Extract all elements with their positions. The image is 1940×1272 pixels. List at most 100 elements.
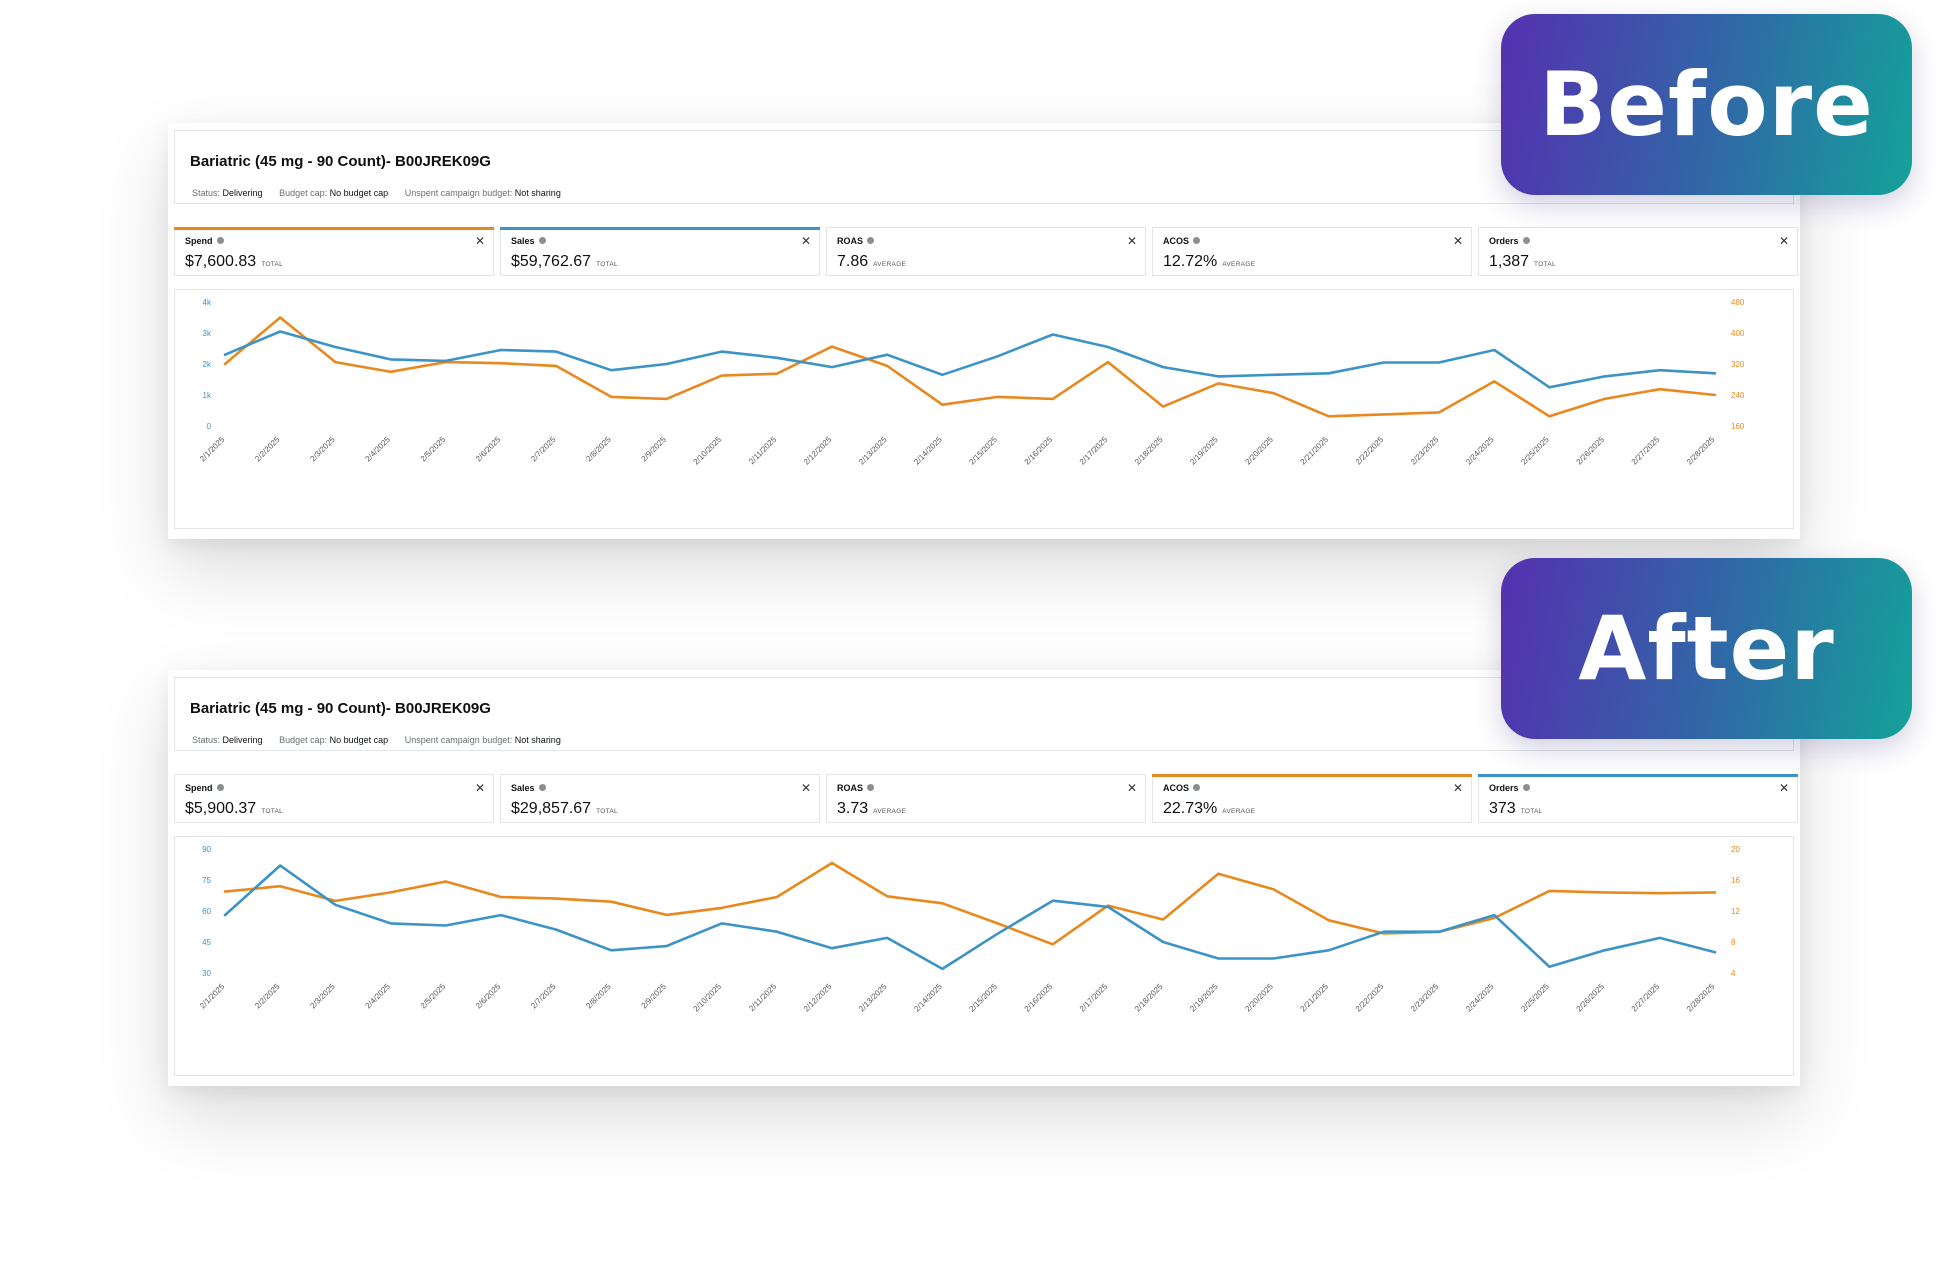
info-icon[interactable]: [867, 784, 875, 791]
close-icon[interactable]: ✕: [800, 781, 811, 795]
x-axis-tick-label: 2/20/2025: [1243, 435, 1275, 467]
metric-unit: AVERAGE: [1222, 261, 1256, 268]
metric-accent-bar: [826, 227, 1146, 230]
x-axis-tick-label: 2/24/2025: [1464, 435, 1496, 467]
metric-label: ROAS: [837, 783, 864, 793]
right-axis-tick-label: 240: [1731, 391, 1745, 400]
right-axis-tick-label: 320: [1731, 360, 1745, 369]
close-icon[interactable]: ✕: [1452, 234, 1463, 248]
left-axis-tick-label: 4k: [203, 298, 212, 307]
metric-value: $59,762.67: [511, 253, 592, 270]
metric-card-acos[interactable]: ACOS 12.72% AVERAGE ✕: [1152, 227, 1472, 276]
performance-chart: 0 1k 2k 3k 4k 160 240 320 400 480 2/1/2025 2/2/2025…: [174, 289, 1794, 529]
x-axis-tick-label: 2/12/2025: [802, 982, 834, 1014]
info-icon[interactable]: [1522, 784, 1530, 791]
metric-card-roas[interactable]: ROAS 7.86 AVERAGE ✕: [826, 227, 1146, 276]
metric-card-spend[interactable]: Spend $7,600.83 TOTAL ✕: [174, 227, 494, 276]
metric-label: Sales: [511, 783, 535, 793]
close-icon[interactable]: ✕: [1126, 234, 1137, 248]
metric-card-sales[interactable]: Sales $29,857.67 TOTAL ✕: [500, 774, 820, 823]
series-line-left-axis: [223, 330, 1717, 389]
right-axis-tick-label: 8: [1731, 938, 1736, 947]
status-label: Status:: [192, 735, 221, 745]
left-axis-tick-label: 90: [202, 845, 211, 854]
x-axis-tick-label: 2/12/2025: [802, 435, 834, 467]
x-axis-tick-label: 2/16/2025: [1023, 435, 1055, 467]
x-axis-tick-label: 2/1/2025: [198, 435, 227, 464]
metric-accent-bar: [1478, 227, 1798, 230]
right-axis-tick-label: 20: [1731, 845, 1740, 854]
series-line-left-axis: [223, 864, 1717, 971]
close-icon[interactable]: ✕: [1778, 781, 1789, 795]
metric-label: Spend: [185, 236, 213, 246]
info-icon[interactable]: [216, 784, 224, 791]
x-axis-tick-label: 2/5/2025: [419, 435, 448, 464]
close-icon[interactable]: ✕: [1452, 781, 1463, 795]
x-axis-tick-label: 2/28/2025: [1685, 435, 1717, 467]
metric-unit: TOTAL: [261, 261, 284, 268]
x-axis-tick-label: 2/9/2025: [640, 982, 669, 1011]
metric-accent-bar: [174, 227, 494, 230]
metric-card-sales[interactable]: Sales $59,762.67 TOTAL ✕: [500, 227, 820, 276]
close-icon[interactable]: ✕: [474, 781, 485, 795]
x-axis-tick-label: 2/6/2025: [474, 435, 503, 464]
series-line-right-axis: [223, 861, 1717, 946]
x-axis-tick-label: 2/15/2025: [967, 982, 999, 1014]
metric-card-orders[interactable]: Orders 373 TOTAL ✕: [1478, 774, 1798, 823]
metric-accent-bar: [500, 227, 820, 230]
close-icon[interactable]: ✕: [800, 234, 811, 248]
info-icon[interactable]: [1193, 237, 1201, 244]
performance-chart: 30 45 60 75 90 4 8 12 16 20 2/1/2025 2/2/2025 2/3/20…: [174, 836, 1794, 1076]
metric-unit: TOTAL: [261, 808, 284, 815]
metric-accent-bar: [1152, 227, 1472, 230]
metric-unit: TOTAL: [596, 808, 618, 815]
x-axis-tick-label: 2/26/2025: [1575, 435, 1607, 467]
metric-card-orders[interactable]: Orders 1,387 TOTAL ✕: [1478, 227, 1798, 276]
x-axis-tick-label: 2/28/2025: [1685, 982, 1717, 1014]
right-axis-tick-label: 16: [1731, 876, 1740, 885]
metric-card-spend[interactable]: Spend $5,900.37 TOTAL ✕: [174, 774, 494, 823]
info-icon[interactable]: [867, 237, 875, 244]
x-axis-tick-label: 2/19/2025: [1188, 435, 1220, 467]
x-axis-tick-label: 2/20/2025: [1243, 982, 1275, 1014]
close-icon[interactable]: ✕: [1778, 234, 1789, 248]
info-icon[interactable]: [1522, 237, 1530, 244]
x-axis-tick-label: 2/22/2025: [1354, 435, 1386, 467]
x-axis-tick-label: 2/21/2025: [1299, 982, 1331, 1014]
right-axis-tick-label: 4: [1731, 969, 1736, 978]
x-axis-tick-label: 2/18/2025: [1133, 435, 1165, 467]
x-axis-tick-label: 2/6/2025: [474, 982, 503, 1011]
right-axis-tick-label: 400: [1731, 329, 1745, 338]
campaign-title[interactable]: Bariatric (45 mg - 90 Count)- B00JREK09G: [190, 700, 491, 717]
info-icon[interactable]: [1193, 784, 1201, 791]
metric-value: 3.73: [837, 800, 869, 817]
metric-card-roas[interactable]: ROAS 3.73 AVERAGE ✕: [826, 774, 1146, 823]
x-axis-tick-label: 2/13/2025: [857, 435, 889, 467]
metric-label: ROAS: [837, 236, 864, 246]
x-axis-tick-label: 2/7/2025: [529, 982, 558, 1011]
unspent-budget-label: Unspent campaign budget:: [404, 188, 513, 198]
x-axis-tick-label: 2/22/2025: [1354, 982, 1386, 1014]
metric-value: $7,600.83: [185, 253, 257, 270]
info-icon[interactable]: [538, 784, 546, 791]
metric-unit: AVERAGE: [873, 808, 907, 815]
x-axis-tick-label: 2/17/2025: [1078, 435, 1110, 467]
status-label: Status:: [192, 188, 221, 198]
info-icon[interactable]: [538, 237, 546, 244]
left-axis-tick-label: 0: [207, 422, 212, 431]
status-value: Delivering: [222, 735, 263, 745]
before-badge: Before: [1501, 14, 1912, 195]
campaign-title[interactable]: Bariatric (45 mg - 90 Count)- B00JREK09G: [190, 153, 491, 170]
x-axis-tick-label: 2/18/2025: [1133, 982, 1165, 1014]
x-axis-tick-label: 2/21/2025: [1299, 435, 1331, 467]
close-icon[interactable]: ✕: [474, 234, 485, 248]
close-icon[interactable]: ✕: [1126, 781, 1137, 795]
info-icon[interactable]: [216, 237, 224, 244]
metric-value: 12.72%: [1163, 253, 1218, 270]
x-axis-tick-label: 2/27/2025: [1630, 435, 1662, 467]
x-axis-tick-label: 2/2/2025: [253, 982, 282, 1011]
metric-card-acos[interactable]: ACOS 22.73% AVERAGE ✕: [1152, 774, 1472, 823]
right-axis-tick-label: 160: [1731, 422, 1745, 431]
metric-label: Sales: [511, 236, 535, 246]
x-axis-tick-label: 2/13/2025: [857, 982, 889, 1014]
